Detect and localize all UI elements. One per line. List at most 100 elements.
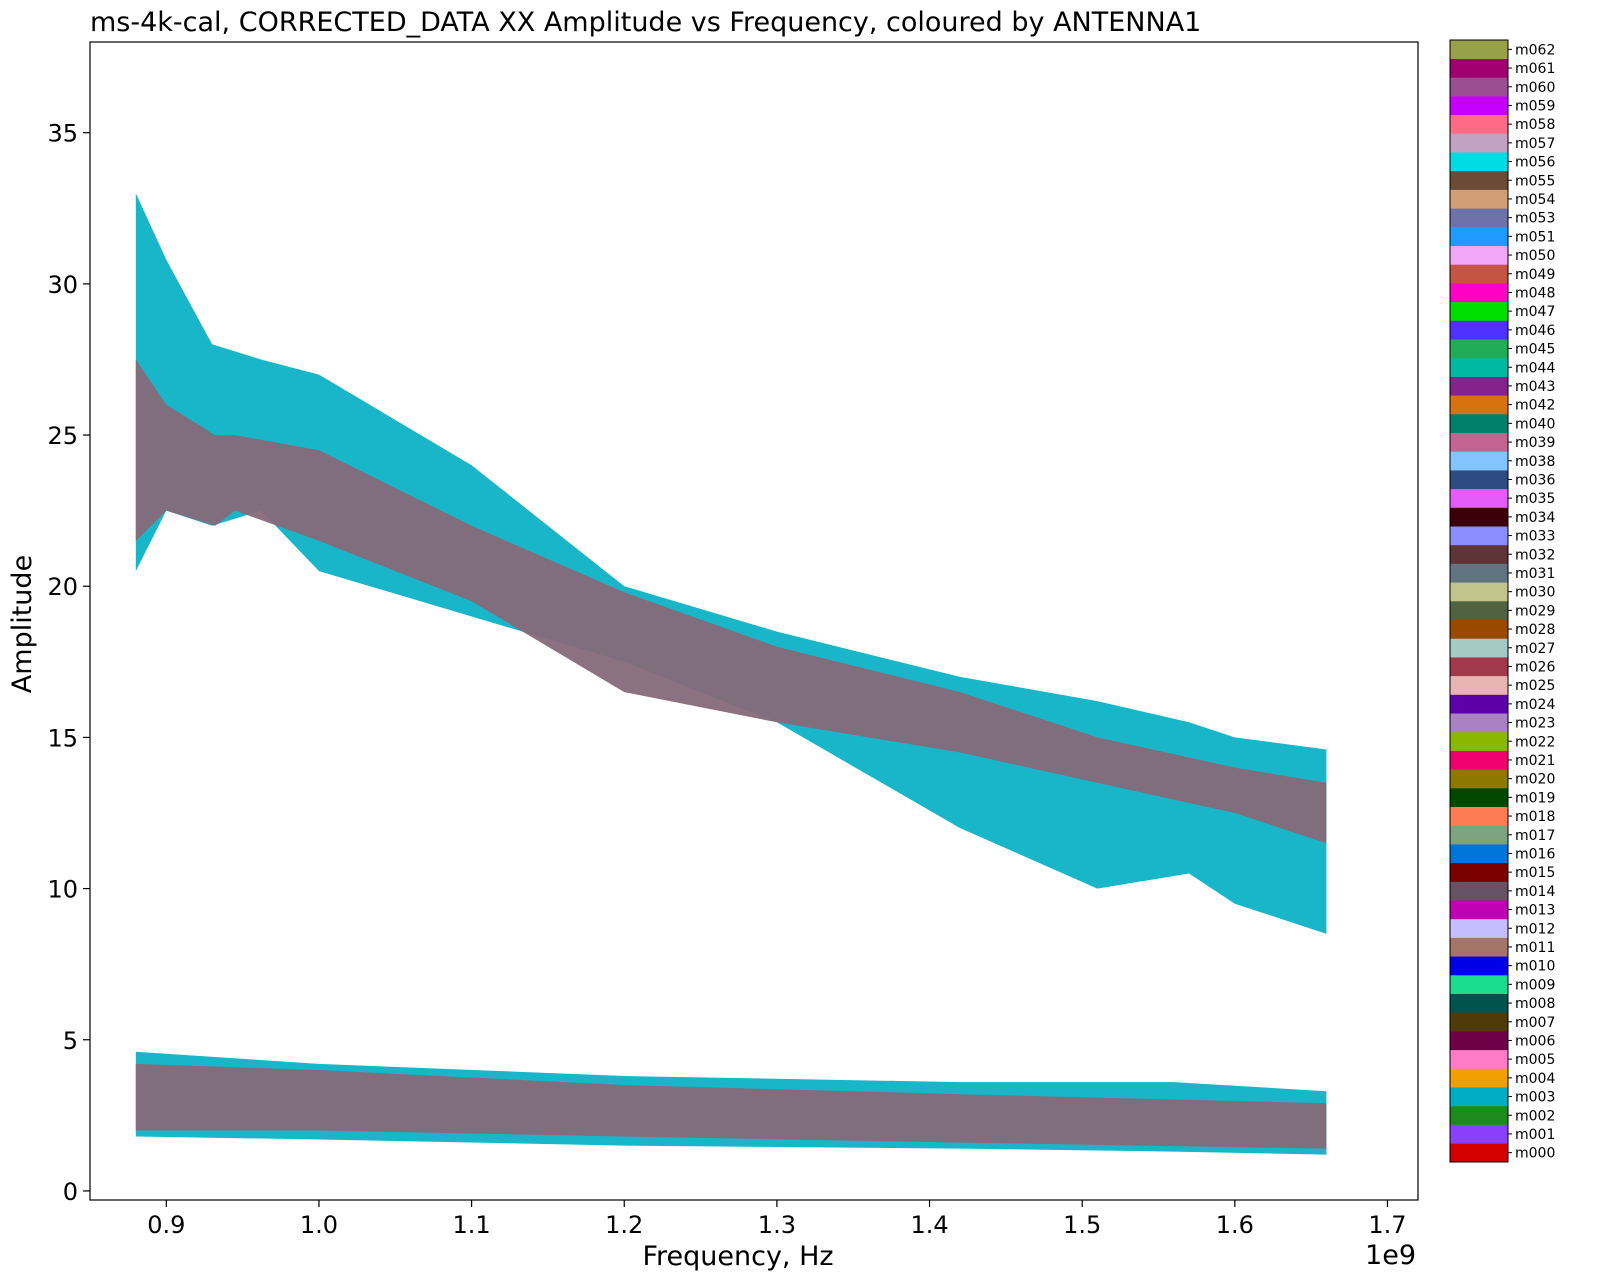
legend-swatch-m024	[1450, 694, 1508, 714]
legend-swatch-m040	[1450, 414, 1508, 433]
y-axis-label: Amplitude	[7, 555, 38, 693]
legend-swatch-m009	[1450, 975, 1508, 994]
legend-label-m006: m006	[1515, 1033, 1555, 1049]
legend-label-m031: m031	[1515, 566, 1555, 582]
band-lower-mauve	[135, 1063, 1327, 1149]
x-axis-ticks: 0.9 1.0 1.1 1.2 1.3 1.4 1.5 1.6 1.7	[147, 1200, 1407, 1239]
legend-swatch-m011	[1450, 937, 1508, 957]
x-axis-offset-label: 1e9	[1365, 1240, 1416, 1271]
legend-label-m026: m026	[1515, 659, 1555, 675]
legend-swatch-m031	[1450, 563, 1508, 583]
legend-label-m030: m030	[1515, 585, 1555, 601]
x-tick-label: 0.9	[147, 1211, 185, 1239]
legend-label-m003: m003	[1515, 1090, 1555, 1106]
legend-label-m057: m057	[1515, 136, 1555, 152]
y-tick-label: 25	[47, 422, 78, 450]
legend-label-m053: m053	[1515, 211, 1555, 227]
legend-swatch-m050	[1450, 245, 1508, 265]
legend-label-m058: m058	[1515, 117, 1555, 133]
legend-swatch-m032	[1450, 544, 1508, 564]
legend-swatch-m013	[1450, 900, 1508, 920]
x-tick-label: 1.6	[1216, 1211, 1254, 1239]
legend-swatch-m036	[1450, 470, 1508, 490]
legend-swatch-m018	[1450, 806, 1508, 826]
y-tick-label: 30	[47, 271, 78, 299]
band-upper-cyan	[135, 193, 1327, 934]
legend-label-m029: m029	[1515, 603, 1555, 619]
y-tick-label: 15	[47, 724, 78, 752]
legend-swatch-m035	[1450, 488, 1508, 508]
legend-label-m017: m017	[1515, 828, 1555, 844]
legend-label-m028: m028	[1515, 622, 1555, 638]
legend-label-m055: m055	[1515, 173, 1555, 189]
legend-label-m043: m043	[1515, 379, 1555, 395]
legend-label-m048: m048	[1515, 285, 1555, 301]
legend-swatch-m038	[1450, 451, 1508, 471]
legend-label-m000: m000	[1515, 1146, 1555, 1162]
legend-swatch-m007	[1450, 1012, 1508, 1032]
legend-label-m010: m010	[1515, 959, 1555, 975]
legend-swatch-m022	[1450, 731, 1508, 751]
legend-swatch-m026	[1450, 657, 1508, 677]
legend-label-m045: m045	[1515, 342, 1555, 358]
plot-frame	[89, 41, 1419, 1201]
legend-label-m015: m015	[1515, 865, 1555, 881]
legend-swatch-m047	[1450, 301, 1508, 321]
x-tick-label: 1.3	[758, 1211, 796, 1239]
legend-swatch-m058	[1450, 114, 1508, 134]
legend-label-m019: m019	[1515, 790, 1555, 806]
legend-swatch-m043	[1450, 376, 1508, 396]
legend-label-m036: m036	[1515, 472, 1555, 488]
legend-swatch-m001	[1450, 1124, 1508, 1144]
legend-swatch-m062	[1450, 40, 1508, 59]
legend-swatch-m060	[1450, 77, 1508, 97]
legend-label-m061: m061	[1515, 61, 1555, 77]
legend-swatch-m014	[1450, 881, 1508, 901]
legend-swatch-m056	[1450, 152, 1508, 172]
legend-swatch-m012	[1450, 918, 1508, 938]
legend-label-m005: m005	[1515, 1052, 1555, 1068]
legend-label-m039: m039	[1515, 435, 1555, 451]
legend-swatch-m004	[1450, 1068, 1508, 1088]
legend-label-m032: m032	[1515, 547, 1555, 563]
legend-swatch-m028	[1450, 619, 1508, 639]
x-tick-label: 1.0	[300, 1211, 338, 1239]
y-tick-label: 0	[63, 1178, 78, 1206]
legend-label-m018: m018	[1515, 809, 1555, 825]
legend-label-m034: m034	[1515, 510, 1555, 526]
antenna-legend: m000 m001 m002 m003 m004 m005 m006 m007 m008 m009…	[1449, 39, 1555, 1163]
y-tick-label: 5	[63, 1027, 78, 1055]
legend-label-m062: m062	[1515, 42, 1555, 58]
legend-swatch-m042	[1450, 395, 1508, 415]
legend-label-m025: m025	[1515, 678, 1555, 694]
legend-label-m027: m027	[1515, 641, 1555, 657]
x-tick-label: 1.7	[1368, 1211, 1406, 1239]
legend-label-m011: m011	[1515, 940, 1555, 956]
legend-swatch-m059	[1450, 96, 1508, 116]
legend-label-m014: m014	[1515, 884, 1555, 900]
legend-swatch-m061	[1450, 58, 1508, 78]
legend-label-m059: m059	[1515, 98, 1555, 114]
legend-swatch-m015	[1450, 862, 1508, 882]
legend-label-m002: m002	[1515, 1108, 1555, 1124]
legend-swatch-m005	[1450, 1049, 1508, 1069]
legend-label-m007: m007	[1515, 1015, 1555, 1031]
legend-swatch-m053	[1450, 208, 1508, 228]
legend-label-m049: m049	[1515, 267, 1555, 283]
legend-label-m054: m054	[1515, 192, 1555, 208]
legend-swatch-m044	[1450, 357, 1508, 377]
legend-label-m009: m009	[1515, 977, 1555, 993]
x-tick-label: 1.2	[605, 1211, 643, 1239]
legend-label-m035: m035	[1515, 491, 1555, 507]
legend-label-m020: m020	[1515, 772, 1555, 788]
legend-swatch-m054	[1450, 189, 1508, 209]
legend-label-m013: m013	[1515, 903, 1555, 919]
legend-label-m040: m040	[1515, 416, 1555, 432]
legend-label-m021: m021	[1515, 753, 1555, 769]
legend-swatch-m023	[1450, 713, 1508, 733]
legend-label-m044: m044	[1515, 360, 1555, 376]
legend-swatch-m033	[1450, 526, 1508, 546]
legend-label-m051: m051	[1515, 229, 1555, 245]
legend-swatch-m003	[1450, 1087, 1508, 1107]
legend-swatch-m008	[1450, 993, 1508, 1013]
